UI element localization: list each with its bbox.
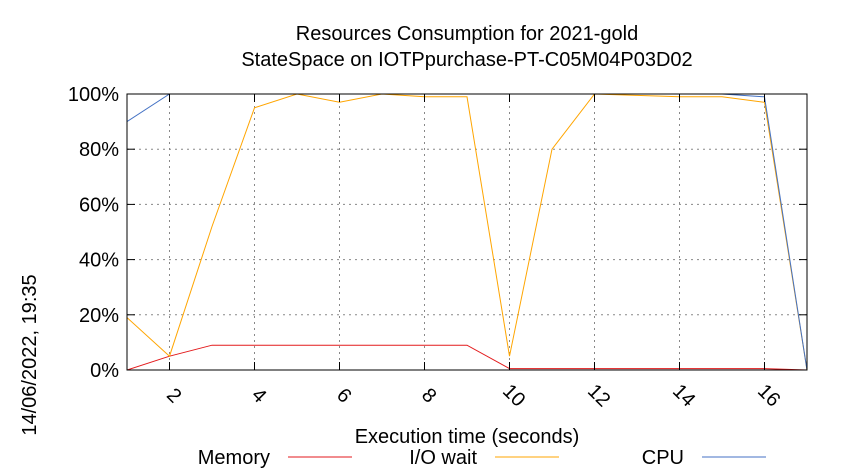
y-tick-label: 80% [79,139,119,161]
x-tick-label: 12 [583,380,614,411]
y-tick-label: 20% [79,305,119,327]
plot-frame [126,93,808,371]
series-lines [126,93,808,371]
x-tick-label: 16 [753,380,784,411]
x-tick-label: 2 [162,384,185,407]
series-line-memory [126,344,808,371]
chart-subtitle: StateSpace on IOTPpurchase-PT-C05M04P03D… [241,49,692,71]
x-tick-label: 14 [668,380,699,411]
y-tick-label: 60% [79,194,119,216]
x-tick-label: 6 [332,384,355,407]
y-tick-label: 40% [79,250,119,272]
x-tick-label: 8 [417,384,440,407]
legend-label-i-o-wait: I/O wait [409,447,477,469]
legend-label-cpu: CPU [642,447,684,469]
series-line-cpu [126,93,808,371]
y-axis: 0% 20% 40% 60% 80% 100% [68,84,807,382]
legend: Memory I/O wait CPU [198,447,766,469]
x-axis-label: Execution time (seconds) [355,426,580,448]
x-axis: 2 4 6 8 10 12 14 16 [162,94,784,411]
timestamp-label: 14/06/2022, 19:35 [19,274,41,435]
y-tick-label: 100% [68,84,119,106]
grid [127,94,807,370]
y-tick-label: 0% [90,360,119,382]
series-line-i-o-wait [126,93,808,371]
x-tick-label: 4 [247,384,270,407]
legend-label-memory: Memory [198,447,270,469]
chart-title: Resources Consumption for 2021-gold [296,23,638,45]
x-tick-label: 10 [498,380,529,411]
